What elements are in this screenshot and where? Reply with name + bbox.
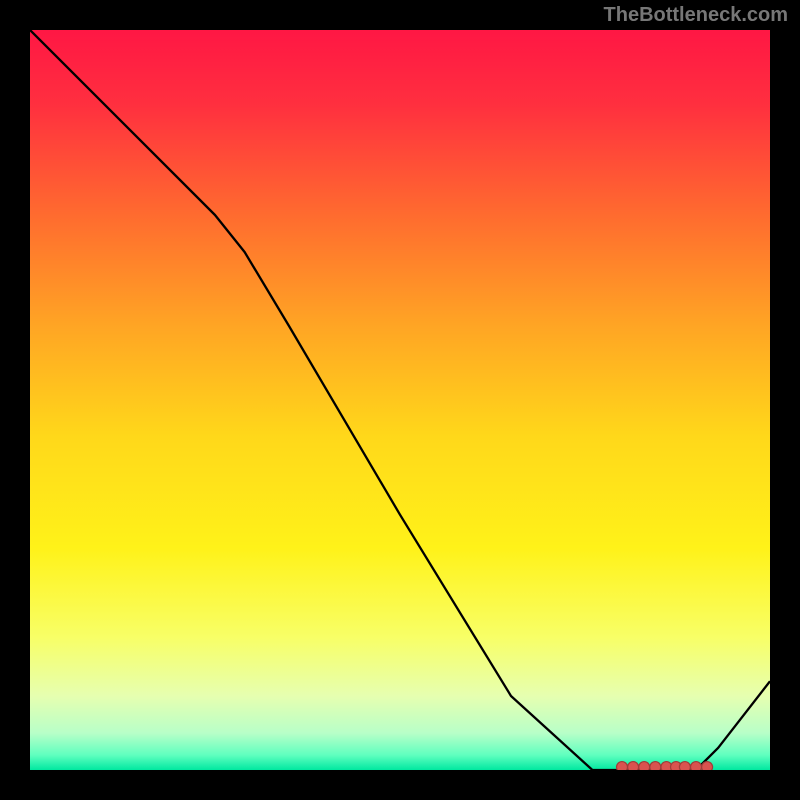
- data-marker: [639, 762, 650, 770]
- chart-stage: TheBottleneck.com: [0, 0, 800, 800]
- data-marker: [691, 762, 702, 770]
- data-marker: [628, 762, 639, 770]
- data-marker: [617, 762, 628, 770]
- data-marker: [679, 762, 690, 770]
- attribution-text: TheBottleneck.com: [604, 4, 788, 27]
- curve-line: [30, 30, 770, 770]
- chart-overlay: [30, 30, 770, 770]
- plot-area: [30, 30, 770, 770]
- data-marker: [650, 762, 661, 770]
- data-marker: [702, 762, 713, 770]
